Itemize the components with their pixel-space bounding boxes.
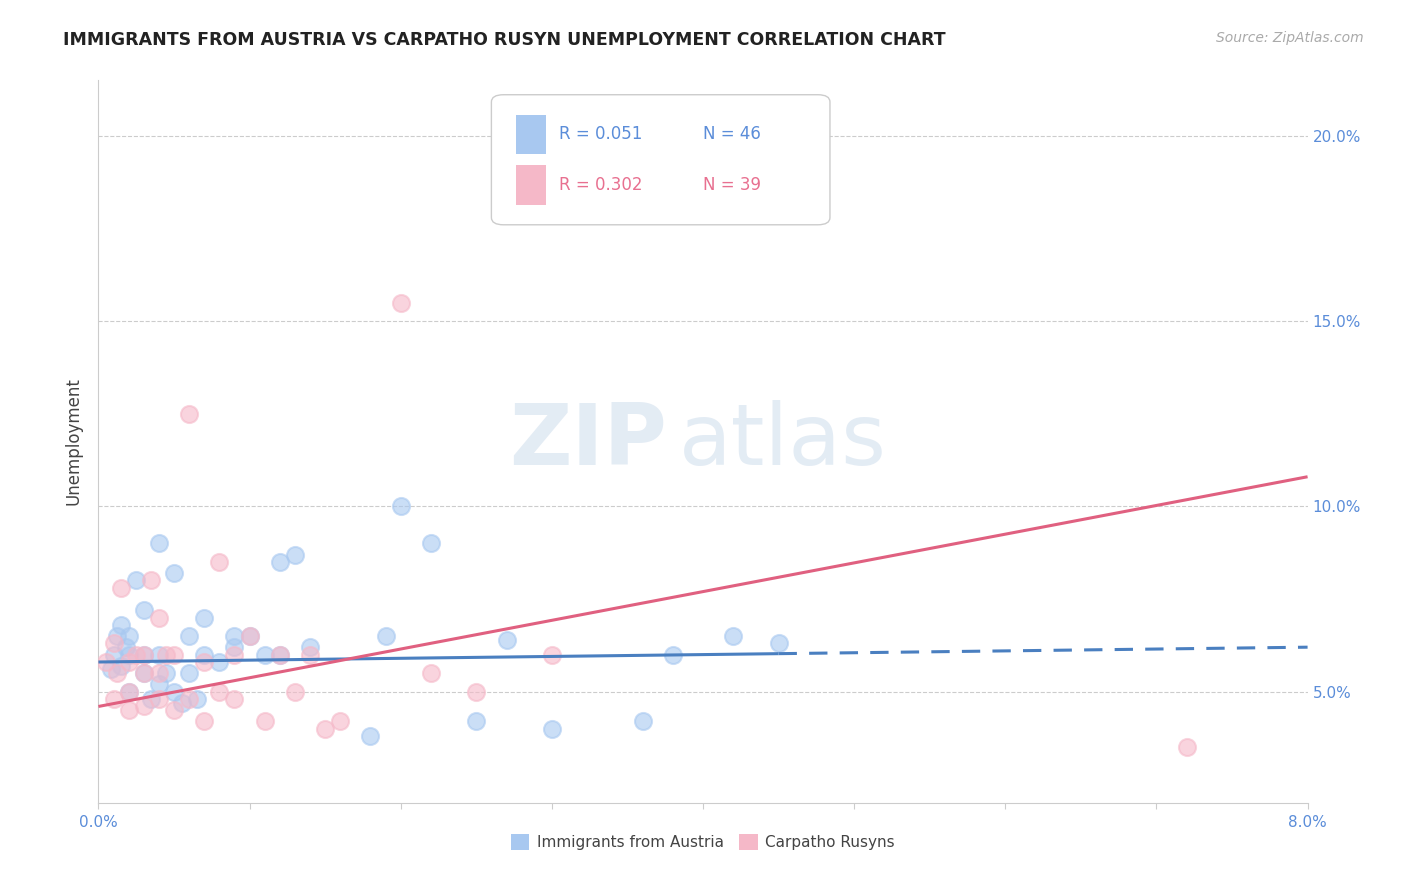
Point — [118, 684, 141, 698]
Point — [389, 500, 412, 514]
Point — [100, 662, 122, 676]
Point — [148, 610, 170, 624]
Point — [170, 696, 193, 710]
Point — [269, 648, 291, 662]
Point — [118, 703, 141, 717]
Point — [148, 666, 170, 681]
Point — [253, 714, 276, 729]
Point — [148, 677, 170, 691]
Text: N = 46: N = 46 — [703, 126, 761, 144]
Point — [148, 692, 170, 706]
Point — [155, 648, 177, 662]
Point — [141, 574, 163, 588]
Point — [110, 618, 132, 632]
Point — [269, 555, 291, 569]
Point — [239, 629, 262, 643]
Point — [132, 648, 155, 662]
Point — [110, 658, 132, 673]
Point — [118, 655, 141, 669]
Legend: Immigrants from Austria, Carpatho Rusyns: Immigrants from Austria, Carpatho Rusyns — [505, 829, 901, 856]
Point — [540, 648, 562, 662]
Point — [224, 629, 246, 643]
Point — [118, 629, 141, 643]
Point — [148, 648, 170, 662]
Point — [103, 692, 125, 706]
Point — [465, 684, 488, 698]
Point — [132, 603, 155, 617]
Point — [208, 684, 231, 698]
Text: IMMIGRANTS FROM AUSTRIA VS CARPATHO RUSYN UNEMPLOYMENT CORRELATION CHART: IMMIGRANTS FROM AUSTRIA VS CARPATHO RUSY… — [63, 31, 946, 49]
Point — [540, 722, 562, 736]
Point — [125, 574, 148, 588]
Point — [132, 699, 155, 714]
Point — [208, 655, 231, 669]
Text: R = 0.051: R = 0.051 — [560, 126, 643, 144]
Point — [269, 648, 291, 662]
Text: R = 0.302: R = 0.302 — [560, 176, 643, 194]
Point — [105, 666, 128, 681]
Point — [360, 729, 382, 743]
FancyBboxPatch shape — [492, 95, 830, 225]
Text: atlas: atlas — [679, 400, 887, 483]
Point — [631, 714, 654, 729]
Point — [314, 722, 336, 736]
Point — [132, 666, 155, 681]
Point — [224, 640, 246, 655]
Point — [329, 714, 352, 729]
FancyBboxPatch shape — [516, 114, 546, 154]
Point — [420, 536, 443, 550]
Point — [1175, 740, 1198, 755]
Point — [94, 655, 117, 669]
Point — [114, 640, 136, 655]
Point — [148, 536, 170, 550]
Point — [224, 692, 246, 706]
Point — [118, 648, 141, 662]
Point — [163, 703, 186, 717]
Point — [103, 636, 125, 650]
Text: Source: ZipAtlas.com: Source: ZipAtlas.com — [1216, 31, 1364, 45]
Point — [253, 648, 276, 662]
Point — [239, 629, 262, 643]
Point — [193, 714, 215, 729]
Point — [193, 655, 215, 669]
Point — [389, 295, 412, 310]
Point — [105, 629, 128, 643]
Point — [374, 629, 396, 643]
Point — [768, 636, 790, 650]
Point — [193, 648, 215, 662]
Point — [110, 581, 132, 595]
Point — [495, 632, 517, 647]
Point — [284, 684, 307, 698]
Point — [661, 648, 683, 662]
Point — [465, 714, 488, 729]
Text: ZIP: ZIP — [509, 400, 666, 483]
Point — [299, 648, 322, 662]
Point — [132, 666, 155, 681]
Point — [103, 648, 125, 662]
Point — [284, 548, 307, 562]
Point — [179, 407, 201, 421]
Text: N = 39: N = 39 — [703, 176, 761, 194]
Point — [186, 692, 208, 706]
Point — [163, 684, 186, 698]
Point — [118, 684, 141, 698]
Y-axis label: Unemployment: Unemployment — [65, 377, 83, 506]
Point — [179, 666, 201, 681]
Point — [193, 610, 215, 624]
Point — [132, 648, 155, 662]
Point — [299, 640, 322, 655]
FancyBboxPatch shape — [516, 165, 546, 205]
Point — [155, 666, 177, 681]
Point — [179, 692, 201, 706]
Point — [420, 666, 443, 681]
Point — [723, 629, 745, 643]
Point — [163, 566, 186, 580]
Point — [208, 555, 231, 569]
Point — [163, 648, 186, 662]
Point — [224, 648, 246, 662]
Point — [179, 629, 201, 643]
Point — [141, 692, 163, 706]
Point — [125, 648, 148, 662]
